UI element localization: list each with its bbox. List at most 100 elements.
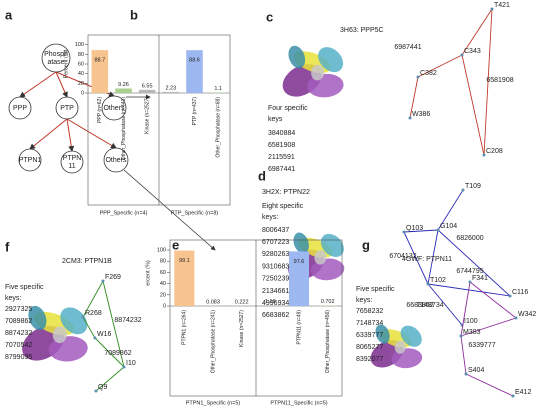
connector-arrow	[123, 169, 216, 251]
protein-part	[318, 47, 344, 73]
specific-key: 7070542	[5, 342, 32, 349]
residue-node	[459, 334, 463, 338]
keys-heading: keys	[268, 116, 283, 123]
protein-structure	[22, 305, 88, 362]
specific-key: 7148734	[356, 320, 383, 327]
residue-node	[468, 280, 472, 284]
residue-label: C343	[464, 48, 481, 55]
tree-node-label: atase	[47, 59, 64, 66]
protein-part	[394, 340, 406, 354]
residue-node	[426, 282, 430, 286]
protein-part	[311, 64, 325, 81]
y-tick-label: 20	[78, 81, 84, 87]
bar	[260, 305, 281, 306]
protein-part	[320, 233, 344, 257]
y-tick-label: 40	[160, 281, 166, 287]
x-tick-label: Other_Phosphatase (n=456)	[325, 310, 331, 374]
data-label: 99.1	[179, 258, 190, 264]
tree-edge	[19, 71, 57, 98]
edge-label: 7089862	[104, 350, 131, 357]
data-label: 97.6	[294, 259, 305, 265]
protein-structure	[370, 324, 423, 369]
residue-node	[402, 230, 406, 234]
residue-link	[82, 316, 96, 339]
residue-label: C208	[486, 148, 503, 155]
panel-letter: f	[5, 239, 10, 254]
residue-node	[416, 75, 420, 79]
protein-part	[52, 326, 67, 344]
panel-letter: b	[130, 7, 138, 22]
residue-node	[81, 315, 85, 319]
layer: a Phosphatase PPP PTP Others PTPN1 PTPN11 Other…	[5, 2, 536, 407]
residue-node	[93, 336, 97, 340]
specific-key: 8006437	[262, 227, 289, 234]
y-tick-label: 20	[160, 292, 166, 298]
group-label: PTPN11_Specific (n=5)	[270, 400, 327, 406]
y-tick-label: 60	[160, 270, 166, 276]
specific-key: 8799095	[5, 354, 32, 361]
y-tick-label: 40	[78, 71, 84, 77]
panel-letter: d	[258, 168, 266, 183]
y-tick-label: 80	[78, 52, 84, 58]
bar	[288, 251, 310, 306]
residue-label: Q9	[98, 384, 107, 391]
structure-title: 2CM3: PTPN1B	[62, 258, 112, 265]
bar	[186, 50, 203, 93]
residue-node	[464, 372, 468, 376]
group-label: PTPN1_Specific (n=5)	[186, 400, 241, 406]
residue-link	[469, 281, 517, 319]
x-tick-label: Other_Phosphatase (n=443)	[121, 97, 127, 161]
edge-label: 6683862	[406, 302, 433, 309]
specific-key: 2134661	[262, 288, 289, 295]
edge-label: 6744795	[456, 268, 483, 275]
residue-link	[427, 229, 439, 285]
data-label: 0.222	[235, 299, 249, 305]
bar	[138, 89, 156, 93]
keys-heading: Four specific	[268, 105, 308, 112]
residue-label: C382	[420, 70, 437, 77]
x-tick-label: Kinase (n=2527)	[144, 97, 150, 134]
specific-key: 4996934	[262, 300, 289, 307]
y-tick-label: 100	[75, 42, 84, 48]
residue-link	[465, 373, 514, 397]
bar	[209, 92, 227, 93]
residue-link	[427, 283, 463, 326]
panel-letter: a	[5, 7, 13, 22]
residue-link	[461, 8, 493, 56]
tree-node-label: Phosph	[44, 51, 68, 58]
bar	[91, 50, 109, 93]
protein-part	[375, 324, 390, 344]
residue-node	[94, 389, 98, 393]
residue-node	[511, 394, 515, 398]
group-label: PPP_Specific (n=4)	[100, 210, 148, 216]
residue-label: I100	[464, 318, 478, 325]
protein-part	[314, 250, 327, 265]
x-tick-label: Other_Phosphatase (n=68)	[215, 97, 221, 158]
residue-label: S404	[468, 367, 484, 374]
tree-node	[18, 148, 42, 172]
residue-label: W386	[412, 111, 430, 118]
data-label: 6.55	[142, 83, 153, 89]
protein-part	[60, 307, 88, 335]
data-label: 1.1	[214, 86, 222, 92]
residue-label: W16	[97, 331, 112, 338]
residue-link	[460, 281, 471, 337]
protein-part	[288, 45, 306, 69]
protein-part	[400, 325, 422, 347]
x-tick-label: Other_Phosphatase (n=241)	[210, 310, 216, 374]
panel-letter: g	[362, 237, 370, 252]
residue-link	[95, 366, 125, 392]
tree-edge	[55, 71, 68, 98]
edge-label: 7148734	[416, 302, 443, 309]
residue-link	[483, 8, 493, 156]
residue-label: I10	[126, 360, 136, 367]
residue-label: R268	[85, 310, 102, 317]
tree-node	[55, 96, 79, 120]
data-label: 0.702	[321, 299, 335, 305]
residue-label: F341	[472, 275, 488, 282]
specific-key: 9280263	[262, 251, 289, 258]
residue-node	[460, 53, 464, 57]
specific-key: 6707223	[262, 239, 289, 246]
x-tick-label: PTPN11 (n=49)	[296, 310, 302, 345]
